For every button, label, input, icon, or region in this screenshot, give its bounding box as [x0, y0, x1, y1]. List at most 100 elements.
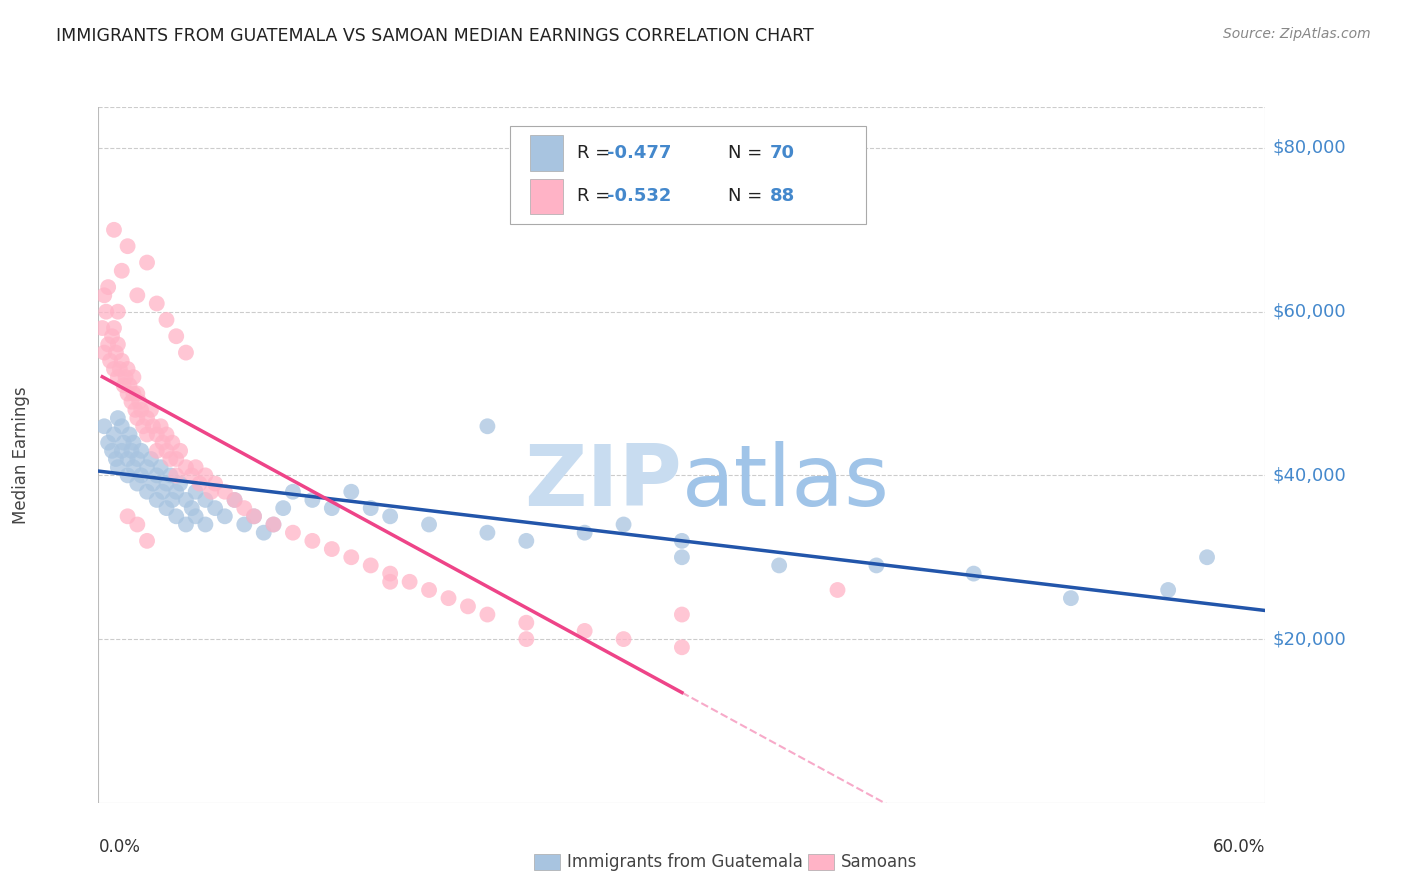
Point	[155, 313, 177, 327]
Point	[129, 468, 152, 483]
Point	[107, 411, 129, 425]
Point	[139, 403, 162, 417]
Point	[97, 337, 120, 351]
Point	[200, 484, 222, 499]
Point	[378, 566, 402, 581]
Point	[117, 452, 139, 467]
Point	[91, 321, 114, 335]
Point	[180, 501, 202, 516]
Point	[103, 321, 125, 335]
Point	[204, 501, 226, 516]
Point	[111, 264, 134, 278]
Text: 70: 70	[770, 145, 794, 162]
Point	[111, 353, 134, 368]
Point	[142, 476, 165, 491]
Point	[107, 370, 129, 384]
Point	[101, 443, 124, 458]
Text: 60.0%: 60.0%	[1213, 838, 1265, 856]
Point	[174, 517, 197, 532]
Point	[112, 378, 135, 392]
Point	[188, 476, 211, 491]
Text: 0.0%: 0.0%	[98, 838, 141, 856]
Point	[107, 337, 129, 351]
Point	[132, 419, 155, 434]
Point	[165, 468, 187, 483]
Point	[97, 435, 120, 450]
Text: $40,000: $40,000	[1272, 467, 1346, 484]
Text: N =: N =	[728, 145, 768, 162]
Point	[184, 460, 207, 475]
Text: IMMIGRANTS FROM GUATEMALA VS SAMOAN MEDIAN EARNINGS CORRELATION CHART: IMMIGRANTS FROM GUATEMALA VS SAMOAN MEDI…	[56, 27, 814, 45]
Point	[136, 460, 159, 475]
Point	[281, 525, 304, 540]
Point	[127, 411, 149, 425]
Point	[180, 468, 202, 483]
Point	[146, 468, 169, 483]
Text: atlas: atlas	[682, 442, 890, 524]
Point	[301, 533, 323, 548]
Point	[122, 435, 145, 450]
Point	[340, 484, 363, 499]
Point	[149, 460, 172, 475]
Point	[127, 288, 149, 302]
Point	[233, 517, 256, 532]
Point	[204, 476, 226, 491]
Point	[159, 468, 181, 483]
Point	[129, 403, 152, 417]
Point	[107, 304, 129, 318]
Point	[233, 501, 256, 516]
Point	[162, 435, 184, 450]
Point	[152, 484, 174, 499]
Text: R =: R =	[578, 187, 616, 205]
Point	[253, 525, 276, 540]
Point	[122, 386, 145, 401]
Point	[612, 632, 634, 646]
Point	[93, 419, 115, 434]
Point	[155, 427, 177, 442]
Point	[574, 624, 596, 638]
Point	[127, 452, 149, 467]
Point	[262, 517, 284, 532]
Point	[152, 435, 174, 450]
Point	[103, 223, 125, 237]
Point	[155, 443, 177, 458]
Point	[224, 492, 246, 507]
Point	[165, 509, 187, 524]
Point	[155, 501, 177, 516]
Point	[162, 492, 184, 507]
Point	[146, 296, 169, 310]
Point	[321, 501, 343, 516]
Point	[457, 599, 479, 614]
Point	[194, 468, 217, 483]
Point	[169, 443, 191, 458]
Point	[301, 492, 323, 507]
Point	[340, 550, 363, 565]
Point	[378, 574, 402, 589]
Point	[184, 509, 207, 524]
Point	[146, 427, 169, 442]
Point	[827, 582, 849, 597]
Point	[174, 345, 197, 359]
Point	[165, 484, 187, 499]
Point	[108, 362, 131, 376]
Point	[214, 509, 236, 524]
Point	[1195, 550, 1218, 565]
Point	[865, 558, 887, 573]
Point	[93, 288, 115, 302]
Point	[671, 533, 693, 548]
Point	[107, 460, 129, 475]
Point	[117, 509, 139, 524]
Point	[149, 419, 172, 434]
Point	[98, 353, 121, 368]
Text: Median Earnings: Median Earnings	[13, 386, 30, 524]
Point	[378, 509, 402, 524]
Point	[146, 492, 169, 507]
Point	[136, 427, 159, 442]
Text: ZIP: ZIP	[524, 442, 682, 524]
Point	[169, 476, 191, 491]
Point	[139, 452, 162, 467]
Point	[574, 525, 596, 540]
Point	[104, 345, 127, 359]
Point	[214, 484, 236, 499]
Point	[111, 443, 134, 458]
